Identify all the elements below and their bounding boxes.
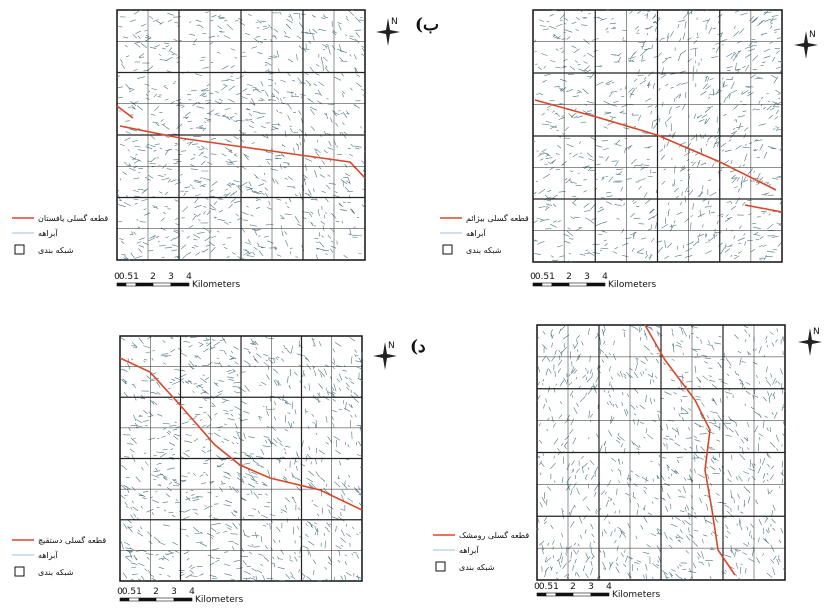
legend-stream: آبراهه	[466, 228, 486, 238]
scale-segment	[156, 598, 174, 601]
figure: Nالف)قطعه گسلی بیژائمآبراههشبکه بندی00.5…	[0, 0, 838, 608]
scale-label: 0.5	[122, 587, 136, 597]
scale-label: 3	[588, 582, 594, 592]
north-label: N	[388, 341, 395, 351]
legend-fault: قطعه گسلی یافستان	[38, 213, 108, 223]
scale-segment	[120, 598, 129, 601]
legend-fault: قطعه گسلی بیژائم	[466, 213, 529, 223]
legend-grid: شبکه بندی	[38, 568, 74, 577]
legend-grid-swatch	[15, 567, 24, 576]
legend-fault: قطعه گسلی دستقیچ	[38, 535, 106, 545]
scale-label: 2	[570, 582, 576, 592]
scale-segment	[129, 598, 139, 601]
scale-unit: Kilometers	[192, 280, 240, 290]
north-label: N	[809, 30, 816, 40]
scale-segment	[569, 283, 587, 286]
scale-label: 3	[168, 272, 174, 282]
legend-grid-swatch	[15, 245, 24, 254]
scale-segment	[552, 283, 569, 286]
scale-label: 2	[566, 272, 572, 282]
north-label: N	[391, 17, 398, 27]
legend-fault: قطعه گسلی رومشک	[459, 530, 529, 540]
legend-grid: شبکه بندی	[38, 246, 74, 255]
legend-grid-swatch	[436, 562, 445, 571]
scale-label: 0.5	[539, 582, 553, 592]
panel-label: د)	[410, 337, 426, 357]
scale-segment	[533, 283, 542, 286]
legend-stream: آبراهه	[38, 228, 58, 238]
scale-label: 1	[553, 582, 559, 592]
scale-segment	[174, 598, 192, 601]
scale-segment	[546, 593, 556, 596]
scale-label: 2	[153, 587, 159, 597]
scale-label: 0.5	[119, 272, 133, 282]
legend-stream: آبراهه	[38, 550, 58, 560]
north-label: N	[813, 327, 820, 337]
scale-unit: Kilometers	[608, 280, 656, 290]
scale-unit: Kilometers	[195, 595, 243, 605]
scale-label: 0.5	[535, 272, 549, 282]
scale-label: 1	[133, 272, 139, 282]
scale-label: 1	[136, 587, 142, 597]
panel-label: ب)	[415, 15, 439, 35]
scale-segment	[136, 283, 153, 286]
legend-stream: آبراهه	[459, 545, 479, 555]
legend-grid: شبکه بندی	[459, 563, 495, 572]
scale-segment	[171, 283, 189, 286]
scale-segment	[542, 283, 552, 286]
scale-label: 3	[171, 587, 177, 597]
scale-segment	[537, 593, 546, 596]
legend-grid-swatch	[443, 245, 452, 254]
scale-segment	[587, 283, 605, 286]
scale-segment	[139, 598, 156, 601]
scale-label: 2	[150, 272, 156, 282]
scale-label: 1	[549, 272, 555, 282]
scale-segment	[591, 593, 609, 596]
scale-unit: Kilometers	[612, 590, 660, 600]
legend-grid: شبکه بندی	[466, 246, 502, 255]
scale-segment	[126, 283, 136, 286]
scale-segment	[153, 283, 171, 286]
scale-label: 3	[584, 272, 590, 282]
scale-segment	[117, 283, 126, 286]
scale-segment	[556, 593, 573, 596]
scale-segment	[573, 593, 591, 596]
